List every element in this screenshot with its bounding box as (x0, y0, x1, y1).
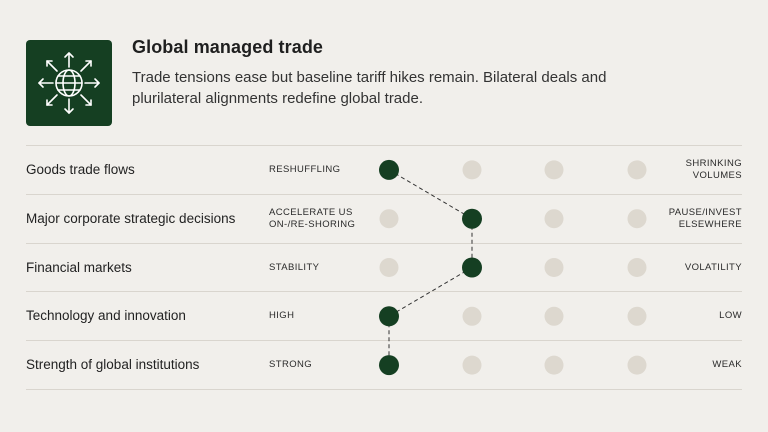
scale-dot (544, 160, 564, 180)
right-scale-label-line: WEAK (712, 359, 742, 371)
right-scale-label-line: PAUSE/INVEST (668, 206, 742, 218)
scenario-table: Goods trade flows RESHUFFLING SHRINKING VOL… (26, 145, 742, 391)
scale-dot (627, 209, 647, 229)
scale-dot (544, 306, 564, 326)
right-scale-label: SHRINKING VOLUMES (642, 146, 742, 194)
connector-line (388, 267, 473, 317)
selected-dot (379, 159, 399, 180)
scale-dot (544, 258, 564, 277)
connector-line (388, 169, 473, 220)
scale-dot (544, 209, 564, 229)
selected-dot (462, 208, 482, 229)
selected-dot (379, 306, 399, 327)
scale-dot (379, 258, 399, 277)
scale-dot (379, 209, 399, 229)
left-scale-label-line: HIGH (269, 310, 295, 322)
left-scale-label-line: ACCELERATE US (269, 206, 353, 218)
left-scale-label-line: STRONG (269, 359, 313, 371)
left-scale-label: STRONG (269, 341, 369, 389)
table-row: Strength of global institutions STRONG WEA… (26, 340, 742, 391)
scale-dot (462, 355, 482, 375)
left-scale-label: STABILITY (269, 244, 369, 292)
scale-dots (379, 159, 647, 376)
left-scale-label-line: RESHUFFLING (269, 164, 341, 175)
right-scale-label-line: SHRINKING (685, 158, 742, 169)
left-scale-label: HIGH (269, 292, 369, 340)
table-row: Goods trade flows RESHUFFLING SHRINKING VOL… (26, 145, 742, 194)
row-label: Financial markets (26, 259, 132, 275)
right-scale-label-line: VOLUMES (692, 170, 742, 181)
scale-dot (627, 306, 647, 326)
left-scale-label-line: STABILITY (269, 261, 320, 273)
page-title: Global managed trade (132, 37, 324, 57)
scale-dot (627, 355, 647, 375)
right-scale-label: VOLATILITY (642, 244, 742, 292)
row-label: Technology and innovation (26, 308, 186, 324)
globe-with-arrows-icon (38, 52, 100, 114)
scale-dot (462, 160, 482, 180)
page-subtitle: Trade tensions ease but baseline tariff … (132, 69, 607, 107)
right-scale-label-line: ELSEWHERE (678, 218, 742, 230)
right-scale-label-line: VOLATILITY (684, 261, 742, 273)
scale-dot (544, 355, 564, 375)
right-scale-label: PAUSE/INVEST ELSEWHERE (642, 195, 742, 243)
globe-icon-box (26, 40, 112, 126)
row-label: Major corporate strategic decisions (26, 210, 236, 226)
table-row: Major corporate strategic decisions ACCEL… (26, 193, 742, 243)
scale-dot (462, 306, 482, 326)
left-scale-label: ACCELERATE US ON-/RE-SHORING (269, 195, 369, 243)
right-scale-label-line: LOW (719, 310, 742, 322)
selected-dot (379, 355, 399, 376)
left-scale-label-line: ON-/RE-SHORING (269, 218, 356, 230)
scale-dot (627, 160, 647, 180)
right-scale-label: WEAK (642, 341, 742, 389)
scale-dot (627, 258, 647, 277)
table-row: Technology and innovation HIGH LOW (26, 291, 742, 340)
left-scale-label: RESHUFFLING (269, 146, 369, 194)
row-label: Strength of global institutions (26, 357, 200, 373)
selected-dot (462, 257, 482, 278)
right-scale-label: LOW (642, 292, 742, 340)
table-row: Financial markets STABILITY VOLATILITY (26, 242, 742, 292)
row-label: Goods trade flows (26, 162, 135, 177)
